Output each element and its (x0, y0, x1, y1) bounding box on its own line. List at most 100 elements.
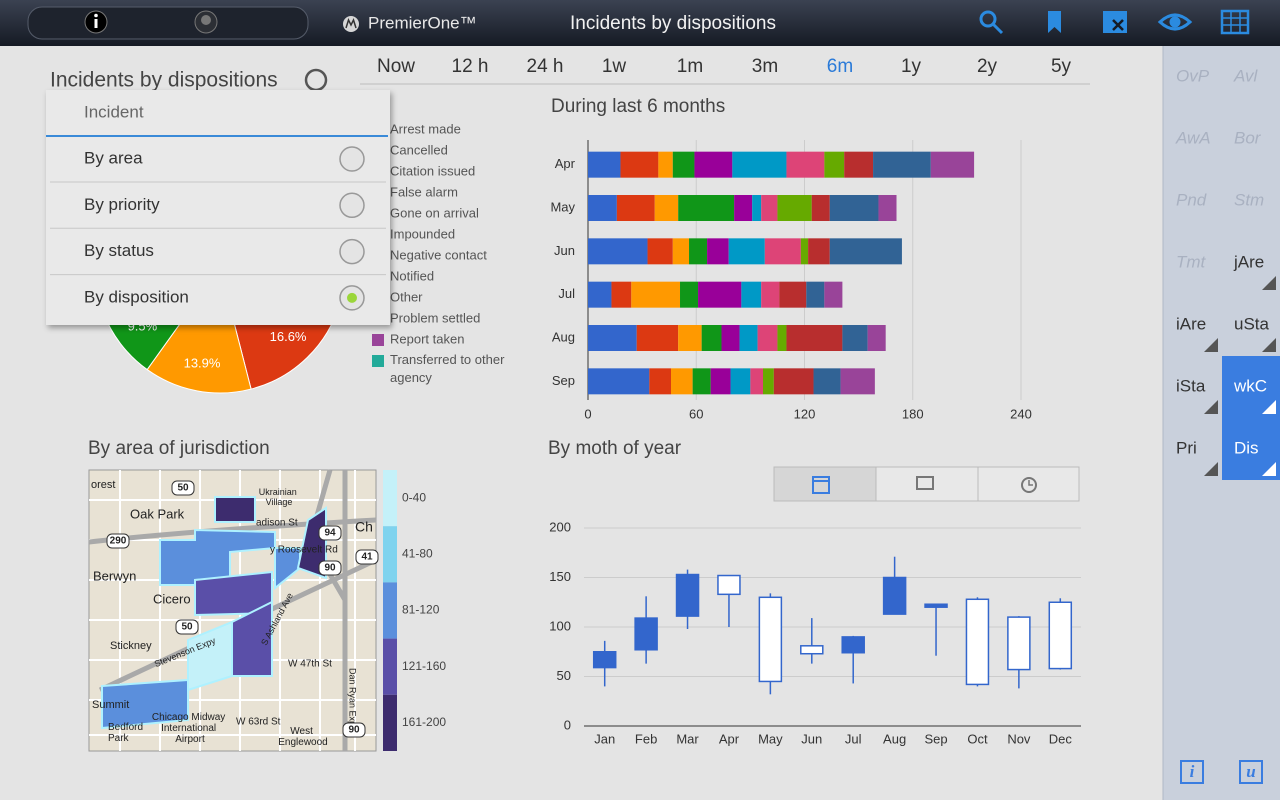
time-range-tab[interactable]: 24 h (527, 56, 564, 77)
legend-label: Transferred to other agency (390, 352, 508, 385)
x-tick-label: Dec (1049, 731, 1073, 746)
map-label: adison St (256, 518, 298, 529)
time-range-tab[interactable]: Now (377, 56, 415, 77)
bar-segment (842, 325, 868, 351)
sidebar-item: Avl (1233, 66, 1259, 85)
map-label: Stickney (110, 640, 152, 652)
bar-segment (824, 151, 845, 178)
time-range-tab[interactable]: 1w (602, 56, 627, 77)
x-tick-label: 180 (902, 406, 924, 421)
bookmark-icon[interactable] (1048, 11, 1061, 33)
sidebar-item-corner (1204, 338, 1218, 352)
radio-button[interactable] (339, 146, 365, 172)
legend-label: Citation issued (390, 163, 475, 178)
footer-icon-letter: u (1246, 762, 1255, 781)
scale-label: 81-120 (402, 603, 440, 617)
bar-segment (786, 325, 843, 351)
time-range-tab[interactable]: 1y (901, 56, 922, 77)
bar-segment (878, 195, 897, 221)
search-icon[interactable] (979, 10, 997, 28)
sidebar-item[interactable]: Pri (1176, 438, 1197, 457)
text-line: Englewood (278, 737, 327, 748)
bar-segment (808, 238, 830, 265)
dropdown-option[interactable]: By priority (84, 195, 160, 214)
bar-segment (739, 325, 758, 351)
toggle-week[interactable] (875, 466, 979, 502)
eye-icon-pupil (1169, 16, 1181, 28)
text-line: International (161, 723, 219, 734)
radio-button[interactable] (339, 238, 365, 265)
time-range-tab[interactable]: 2y (977, 56, 998, 77)
sidebar-item[interactable]: uSta (1234, 314, 1270, 333)
time-range-tab[interactable]: 12 h (452, 56, 489, 77)
sidebar-item: Stm (1234, 190, 1264, 209)
footer-icon[interactable] (1239, 760, 1263, 784)
bar-segment (689, 238, 708, 265)
dropdown-option[interactable]: By status (84, 241, 154, 260)
radio-button[interactable] (339, 192, 365, 219)
map-label: West Englewood (278, 726, 327, 748)
y-tick-label: Apr (555, 156, 576, 171)
bar-segment (710, 368, 731, 395)
x-tick-label: 0 (584, 406, 591, 421)
legend-label: Other (390, 289, 423, 304)
map-label: Oak Park (130, 506, 185, 521)
map-label: orest (91, 479, 115, 491)
map-label: Chicago Midway International Airport (152, 712, 228, 745)
time-range-tab[interactable]: 1m (677, 56, 703, 77)
radio-dot (347, 292, 357, 303)
bar-segment (680, 281, 699, 308)
candle-body (634, 617, 658, 651)
time-range-tab[interactable]: 6m (827, 56, 853, 77)
time-range-tab[interactable]: 3m (752, 56, 778, 77)
map-label: 50 (177, 483, 189, 494)
info-pill[interactable] (27, 6, 309, 40)
bar-segment (620, 151, 659, 178)
x-tick-label: 240 (1010, 406, 1032, 421)
map-label: 90 (348, 725, 360, 736)
month-icon (812, 476, 830, 494)
bar-segment (692, 368, 711, 395)
toolbar-icons (979, 9, 1250, 35)
legend-label: Cancelled (390, 142, 448, 157)
legend-swatch (372, 355, 384, 367)
x-tick-label: Jul (845, 731, 862, 746)
map-label: Berwyn (93, 568, 136, 583)
footer-icon[interactable] (1180, 760, 1204, 784)
candle-body (965, 598, 990, 686)
dropdown-option[interactable]: By area (84, 148, 143, 167)
sidebar-item[interactable]: jAre (1233, 252, 1264, 271)
chart-title: By moth of year (548, 438, 682, 459)
sidebar-item: AwA (1175, 128, 1211, 147)
x-tick-label: 120 (794, 406, 816, 421)
map-label: Dan Ryan Expy (348, 668, 358, 731)
sidebar-item[interactable]: wkC (1233, 376, 1267, 395)
road-shield (318, 525, 342, 541)
bar-segment (631, 281, 681, 308)
bar-segment (811, 195, 830, 221)
y-tick-label: Jun (554, 243, 575, 258)
week-icon (916, 476, 934, 490)
eye-icon[interactable] (1157, 13, 1193, 31)
bar-segment (649, 368, 671, 395)
grid-icon[interactable] (1220, 9, 1250, 35)
pie-value-label: 16.6% (270, 329, 307, 344)
toggle-month[interactable] (773, 466, 877, 502)
sidebar-item[interactable]: iAre (1176, 314, 1206, 333)
sidebar-item: OvP (1176, 66, 1210, 85)
pie-value-label: 13.9% (184, 355, 221, 370)
sidebar-item[interactable]: iSta (1176, 376, 1206, 395)
bar-segment (764, 238, 801, 265)
text-line: Ukrainian (259, 487, 300, 497)
bar-segment (654, 195, 679, 221)
dropdown-option[interactable]: By disposition (84, 287, 189, 306)
y-tick-label: Aug (552, 329, 575, 344)
bar-segment (721, 325, 740, 351)
time-range-tab[interactable]: 5y (1051, 56, 1072, 77)
sidebar-item[interactable]: Dis (1234, 438, 1259, 457)
candle-body (800, 645, 824, 655)
text-line: West (290, 726, 315, 737)
legend-label: Gone on arrival (390, 205, 479, 220)
bar-segment (829, 195, 879, 221)
text-line: Bedford (108, 722, 146, 733)
